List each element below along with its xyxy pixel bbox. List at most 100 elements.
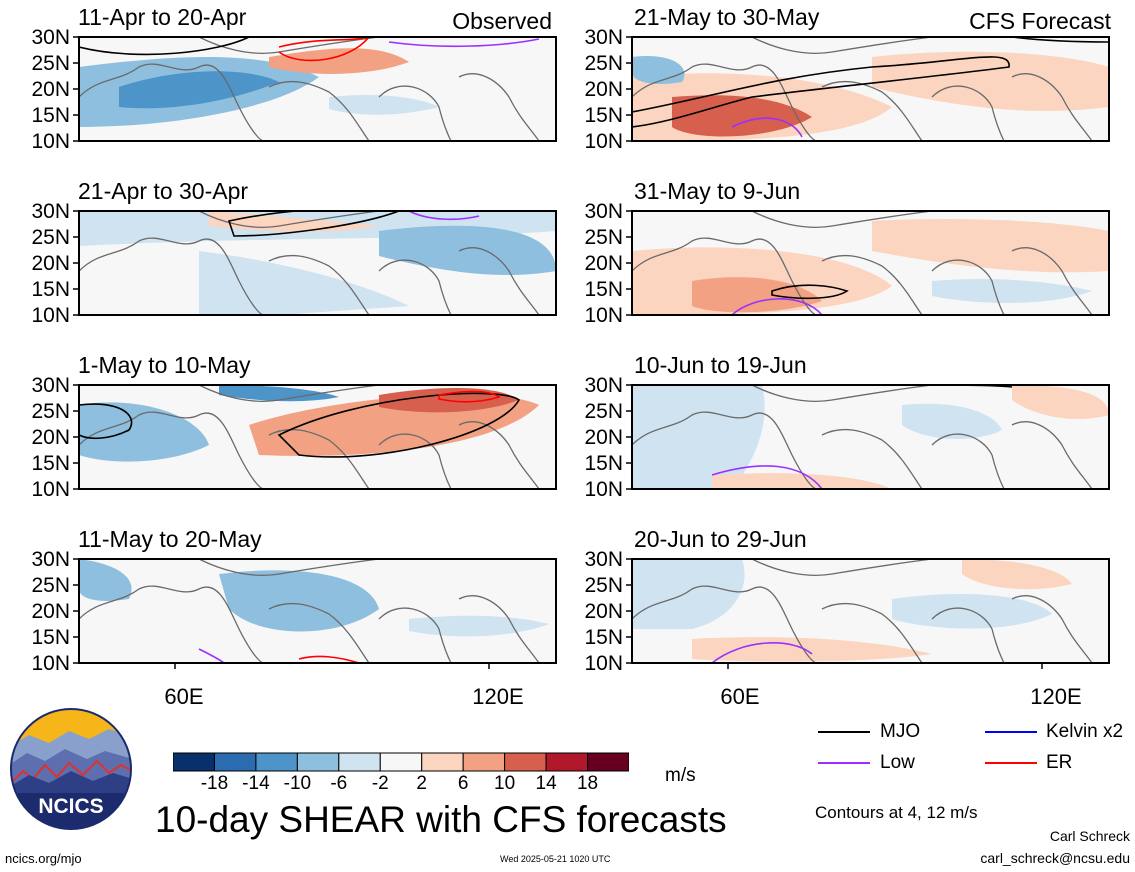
map-panel-forecast-2	[626, 210, 1110, 316]
map-panel-observed-3	[73, 384, 557, 490]
y-tick-label: 10N	[584, 304, 623, 327]
y-tick-label: 15N	[584, 452, 623, 475]
y-tick-label: 25N	[31, 226, 70, 249]
y-tick-label: 30N	[31, 200, 70, 223]
y-tick-label: 10N	[584, 130, 623, 153]
contour-line	[711, 642, 813, 663]
panel-forecast-3: 10-Jun to 19-Jun	[556, 348, 1135, 520]
y-tick-label: 25N	[31, 52, 70, 75]
colorbar-swatch	[296, 752, 340, 772]
units-label: m/s	[665, 765, 696, 786]
map-panel-forecast-3	[626, 384, 1110, 490]
y-tick-label: 10N	[31, 130, 70, 153]
shear-region	[712, 473, 892, 489]
colorbar-swatch	[587, 752, 629, 772]
legend-swatch-low	[818, 762, 870, 764]
colorbar-tick-label: 2	[416, 773, 427, 794]
y-tick-label: 20N	[584, 252, 623, 275]
y-tick-label: 30N	[584, 200, 623, 223]
colorbar-swatch	[255, 752, 298, 772]
shear-region	[219, 570, 379, 632]
y-tick-label: 10N	[584, 478, 623, 501]
panel-title: 31-May to 9-Jun	[634, 178, 801, 204]
shear-region	[79, 559, 132, 601]
colorbar-tick-label: -6	[330, 773, 348, 794]
y-tick-label: 15N	[31, 278, 70, 301]
y-tick-label: 10N	[31, 652, 70, 675]
contour-line	[731, 117, 803, 138]
contour-line	[632, 56, 1010, 128]
colorbar-tick-label: -14	[242, 773, 270, 794]
map-layer	[73, 36, 1110, 669]
legend-label-mjo: MJO	[880, 721, 921, 742]
coastline	[632, 37, 1093, 141]
logo-text: NCICS	[38, 795, 103, 818]
colorbar-tick-label: -18	[200, 773, 229, 794]
contour-line	[388, 38, 540, 48]
shear-region	[1012, 385, 1109, 420]
y-tick-label: 20N	[31, 426, 70, 449]
panel-title: 11-May to 20-May	[78, 526, 262, 552]
contour-line	[438, 390, 501, 403]
shear-region	[409, 615, 549, 637]
observed-label: Observed	[452, 8, 552, 34]
y-tick-label: 10N	[31, 478, 70, 501]
shear-region	[672, 95, 812, 137]
contour-line	[79, 403, 133, 440]
x-tick-label: 60E	[164, 684, 204, 709]
shear-region	[219, 385, 339, 402]
colorbar-tick-label: 18	[576, 773, 599, 794]
y-tick-label: 30N	[31, 26, 70, 49]
panel-title: 21-May to 30-May	[634, 4, 820, 30]
ncics-logo: NCICS	[10, 708, 132, 830]
author-email[interactable]: carl_schreck@ncsu.edu	[980, 850, 1130, 866]
coastline	[632, 385, 1093, 489]
coastline	[79, 559, 540, 663]
y-tick-label: 25N	[584, 226, 623, 249]
panel-observed-4: 11-May to 20-May	[0, 522, 560, 694]
panel-title: 21-Apr to 30-Apr	[78, 178, 249, 204]
coastline	[632, 559, 1093, 663]
coastline	[632, 211, 1093, 315]
colorbar-tick-label: -10	[283, 773, 312, 794]
panel-observed-1: 11-Apr to 20-Apr Observed	[0, 0, 560, 172]
coastline	[79, 37, 540, 141]
contour-line	[198, 648, 225, 663]
coastline	[79, 385, 540, 489]
colorbar	[173, 752, 629, 772]
legend-label-er: ER	[1046, 752, 1073, 773]
y-tick-label: 30N	[584, 374, 623, 397]
contour-line	[771, 284, 849, 300]
contour-line	[277, 392, 521, 458]
timestamp: Wed 2025-05-21 1020 UTC	[500, 854, 611, 864]
map-panel-observed-1	[73, 36, 557, 142]
main-title: 10-day SHEAR with CFS forecasts	[155, 799, 727, 840]
legend-swatch-er	[985, 762, 1037, 764]
contour-line	[1011, 37, 1109, 43]
shear-region	[692, 277, 822, 313]
y-tick-label: 10N	[31, 304, 70, 327]
y-tick-label: 20N	[584, 78, 623, 101]
map-panel-observed-2	[73, 210, 557, 316]
shear-region	[329, 95, 439, 115]
y-tick-label: 25N	[31, 574, 70, 597]
y-tick-label: 30N	[31, 374, 70, 397]
panel-title: 10-Jun to 19-Jun	[634, 352, 807, 378]
y-tick-label: 25N	[584, 52, 623, 75]
colorbar-swatch	[462, 752, 506, 772]
shear-region	[632, 385, 765, 489]
colorbar-swatch	[504, 752, 547, 772]
shear-region	[632, 559, 745, 629]
panel-observed-3: 1-May to 10-May	[0, 348, 560, 520]
colorbar-tick-label: 10	[494, 773, 516, 794]
panel-forecast-1: 21-May to 30-May CFS Forecast	[556, 0, 1135, 172]
y-tick-label: 15N	[584, 104, 623, 127]
colorbar-swatch	[379, 752, 423, 772]
y-tick-label: 15N	[31, 104, 70, 127]
contour-line	[731, 298, 823, 315]
colorbar-swatch	[213, 752, 257, 772]
site-link[interactable]: ncics.org/mjo	[5, 851, 82, 866]
panel-title: 11-Apr to 20-Apr	[78, 4, 247, 30]
contour-line	[408, 211, 480, 221]
panel-forecast-4: 20-Jun to 29-Jun	[556, 522, 1135, 694]
